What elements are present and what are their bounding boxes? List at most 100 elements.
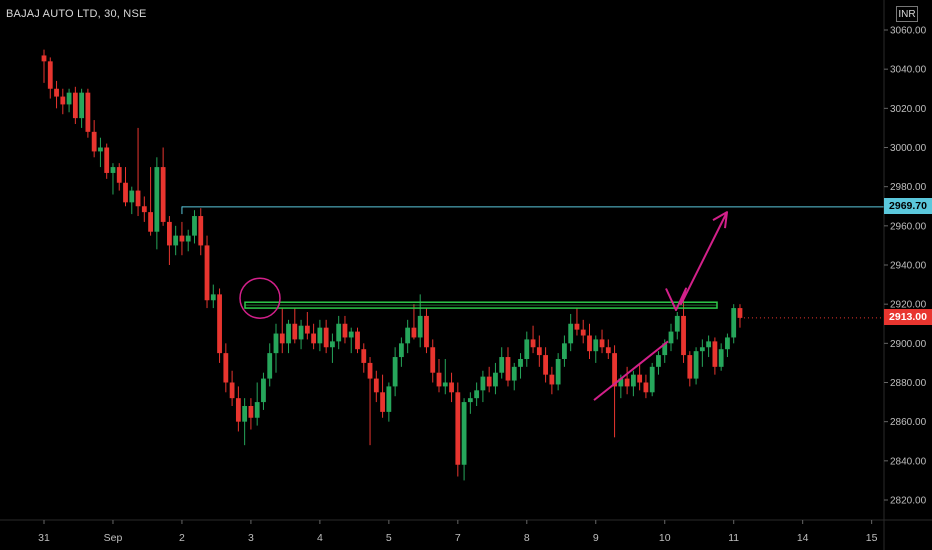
candle — [85, 88, 91, 138]
candle — [649, 362, 655, 397]
candle — [110, 163, 116, 195]
candle — [311, 323, 317, 350]
candle — [518, 353, 523, 379]
candle-body — [474, 390, 480, 399]
support-trendline[interactable] — [593, 340, 669, 401]
candle-body — [461, 402, 467, 465]
candle-body — [568, 323, 574, 344]
candle-body — [593, 339, 599, 352]
candle-body — [192, 216, 197, 236]
candle-body — [624, 378, 630, 387]
time-tick-label: 4 — [317, 532, 323, 544]
candle-body — [480, 376, 486, 391]
candle-body — [267, 353, 273, 379]
candle — [549, 366, 555, 395]
candle-body — [731, 308, 737, 338]
candle — [79, 88, 85, 128]
candle — [54, 80, 59, 109]
candle — [499, 347, 505, 379]
candle-body — [505, 357, 511, 381]
chart-annotations — [181, 206, 884, 401]
candle-body — [737, 308, 743, 318]
candle — [656, 351, 661, 375]
candle-body — [725, 337, 730, 350]
candle-body — [342, 323, 348, 338]
candle — [687, 351, 693, 387]
candle-body — [436, 372, 442, 387]
candle-body — [637, 374, 643, 383]
candle — [254, 382, 260, 426]
candle — [455, 382, 461, 477]
candle-body — [210, 294, 216, 301]
candle-body — [630, 374, 636, 387]
candle — [493, 362, 498, 395]
candle — [248, 398, 254, 430]
candle — [505, 347, 511, 387]
candle — [261, 372, 266, 410]
price-tick-label: 2980.00 — [890, 182, 927, 193]
candle-body — [599, 339, 605, 348]
time-tick-label: 7 — [455, 532, 461, 544]
candle-body — [336, 323, 342, 342]
candle-body — [223, 353, 229, 383]
currency-label[interactable]: INR — [896, 6, 918, 22]
candle-body — [386, 386, 392, 412]
time-tick-label: 14 — [797, 532, 809, 544]
projection-arrowhead — [712, 211, 728, 229]
candle — [474, 382, 480, 406]
highlight-circle[interactable] — [239, 277, 281, 319]
candle-body — [536, 347, 542, 356]
candle-body — [486, 376, 492, 387]
candle — [373, 370, 379, 403]
candle-body — [229, 382, 235, 399]
candle — [210, 284, 216, 309]
candle — [637, 362, 643, 391]
candle-body — [104, 147, 110, 173]
time-tick-label: 11 — [728, 532, 739, 544]
candle — [192, 210, 197, 244]
projection-path[interactable] — [665, 211, 728, 312]
candle-body — [254, 402, 260, 418]
candle — [123, 167, 128, 207]
time-axis[interactable]: 31Sep23457891011141516 — [38, 520, 932, 544]
candle — [179, 221, 185, 256]
candle-body — [148, 212, 153, 232]
candle — [41, 49, 47, 83]
candle — [593, 335, 599, 363]
candle — [217, 288, 222, 363]
candle — [323, 319, 329, 354]
candle-body — [411, 327, 417, 338]
candle — [348, 327, 354, 354]
time-tick-label: Sep — [104, 532, 123, 544]
candle — [185, 229, 191, 252]
candle-body — [417, 315, 423, 338]
candle — [267, 343, 273, 387]
candle-body — [449, 382, 454, 393]
candle-body — [248, 406, 254, 418]
candle-body — [261, 378, 266, 403]
candle-body — [367, 362, 373, 379]
candle-body — [693, 351, 699, 379]
candle-body — [135, 190, 141, 207]
price-tick-label: 2820.00 — [890, 496, 927, 507]
candle-body — [167, 221, 172, 246]
candle — [198, 208, 204, 256]
time-tick-label: 9 — [593, 532, 599, 544]
candle — [536, 335, 542, 367]
price-tick-label: 2920.00 — [890, 300, 927, 311]
candle-body — [380, 392, 385, 412]
candle-body — [173, 235, 179, 246]
price-axis[interactable]: 3060.00 3040.00 3020.00 3000.00 2980.00 2960.… — [884, 26, 927, 507]
candle — [355, 327, 360, 354]
candle-body — [198, 216, 204, 246]
time-tick-label: 2 — [179, 532, 185, 544]
candle-body — [649, 366, 655, 393]
time-tick-label: 15 — [866, 532, 878, 544]
plot-area[interactable] — [41, 49, 743, 481]
candle-body — [60, 96, 66, 105]
candle-body — [41, 55, 47, 62]
candle-body — [612, 353, 617, 387]
candle — [229, 370, 235, 406]
price-tick-label: 2860.00 — [890, 417, 927, 428]
